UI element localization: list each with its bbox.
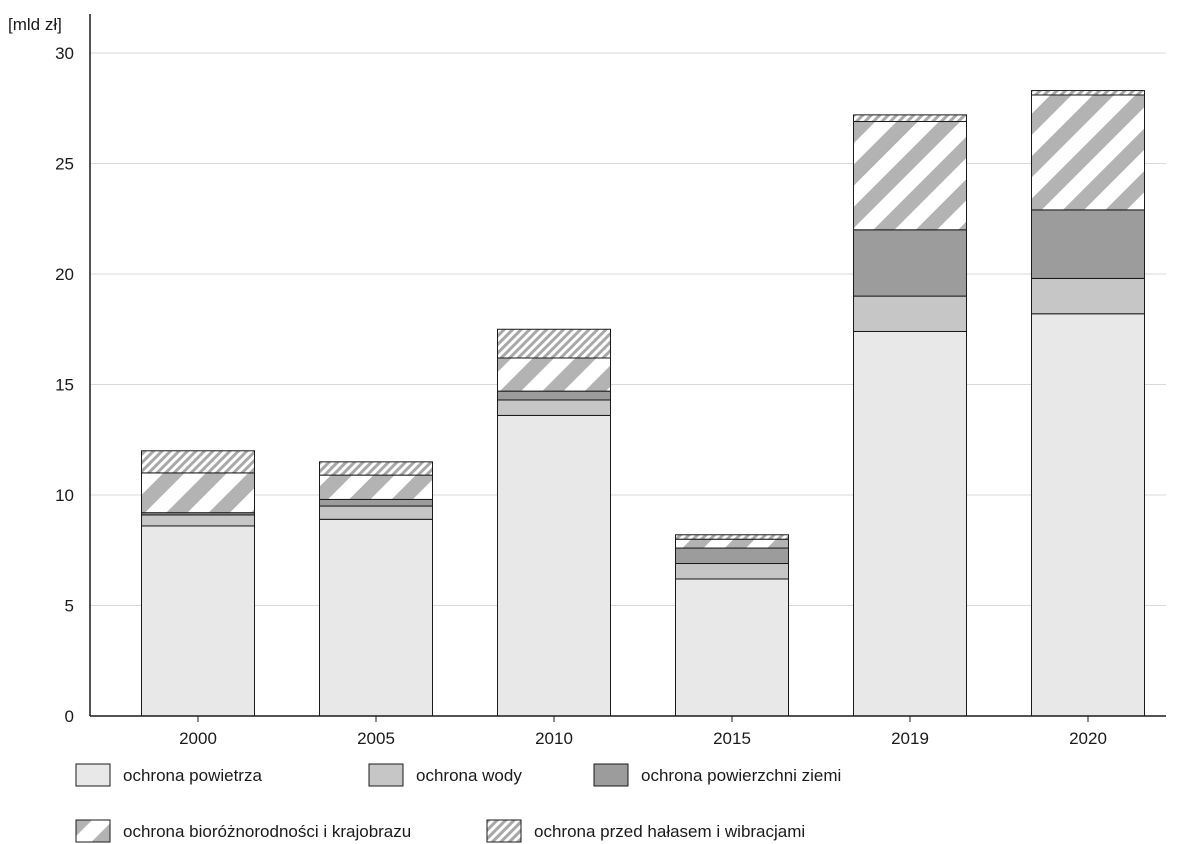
legend-swatch: [486, 819, 522, 843]
bar-stack-2005: [319, 461, 433, 717]
bar-segment: [141, 450, 255, 474]
legend-item: ochrona przed hałasem i wibracjami: [486, 819, 805, 843]
y-tick-label: 25: [55, 155, 74, 174]
bar-segment: [853, 330, 967, 717]
bar-segment: [675, 578, 789, 717]
bar-segment: [1031, 94, 1145, 211]
bar-segment: [319, 518, 433, 717]
bar-segment: [141, 514, 255, 527]
bar-segment: [319, 474, 433, 500]
bars: [141, 90, 1145, 717]
x-tick-label: 2020: [1069, 729, 1107, 748]
legend-item: ochrona wody: [368, 763, 522, 787]
bar-stack-2000: [141, 450, 255, 717]
x-tick-label: 2010: [535, 729, 573, 748]
legend-swatch: [593, 763, 629, 787]
x-tick-label: 2005: [357, 729, 395, 748]
legend-item: ochrona powietrza: [75, 763, 262, 787]
bar-segment: [497, 328, 611, 359]
legend-label: ochrona powierzchni ziemi: [641, 766, 841, 785]
legend-item: ochrona powierzchni ziemi: [593, 763, 841, 787]
y-tick-label: 10: [55, 486, 74, 505]
legend-label: ochrona powietrza: [123, 766, 262, 785]
bar-segment: [141, 525, 255, 717]
legend: ochrona powietrza ochrona wody ochrona pow…: [75, 763, 841, 843]
bar-segment: [853, 229, 967, 297]
bar-segment: [675, 534, 789, 540]
bar-segment: [141, 472, 255, 514]
gridlines: [90, 52, 1166, 606]
bar-segment: [497, 390, 611, 401]
axes: [mld zł]: [8, 14, 1166, 717]
y-tick-label: 0: [65, 707, 74, 726]
bar-segment: [1031, 209, 1145, 279]
bar-segment: [675, 538, 789, 549]
bar-segment: [1031, 313, 1145, 717]
legend-swatch: [75, 819, 111, 843]
bar-segment: [675, 563, 789, 580]
bar-segment: [319, 505, 433, 520]
x-tick-label: 2000: [179, 729, 217, 748]
y-tick-label: 20: [55, 265, 74, 284]
bar-segment: [675, 547, 789, 565]
axis-ticks: 0 5 10 15 20 25 30 2000 2005 2010 2015 2019 2020: [55, 44, 1107, 748]
legend-label: ochrona bioróżnorodności i krajobrazu: [123, 822, 411, 841]
y-unit-label: [mld zł]: [8, 15, 62, 34]
bar-segment: [1031, 277, 1145, 315]
y-tick-label: 5: [65, 597, 74, 616]
bar-segment: [497, 414, 611, 717]
legend-label: ochrona wody: [416, 766, 522, 785]
legend-swatch: [75, 763, 111, 787]
bar-segment: [319, 498, 433, 507]
x-tick-label: 2015: [713, 729, 751, 748]
bar-stack-2015: [675, 534, 789, 717]
bar-segment: [853, 121, 967, 231]
y-tick-label: 30: [55, 44, 74, 63]
bar-stack-2020: [1031, 90, 1145, 717]
y-tick-label: 15: [55, 376, 74, 395]
bar-segment: [853, 295, 967, 332]
legend-swatch: [368, 763, 404, 787]
legend-item: ochrona bioróżnorodności i krajobrazu: [75, 819, 411, 843]
bar-segment: [497, 357, 611, 392]
bar-segment: [497, 399, 611, 416]
bar-segment: [853, 114, 967, 123]
bar-segment: [319, 461, 433, 476]
bar-stack-2019: [853, 114, 967, 717]
bar-segment: [1031, 90, 1145, 96]
legend-label: ochrona przed hałasem i wibracjami: [534, 822, 805, 841]
bar-stack-2010: [497, 328, 611, 717]
x-tick-label: 2019: [891, 729, 929, 748]
